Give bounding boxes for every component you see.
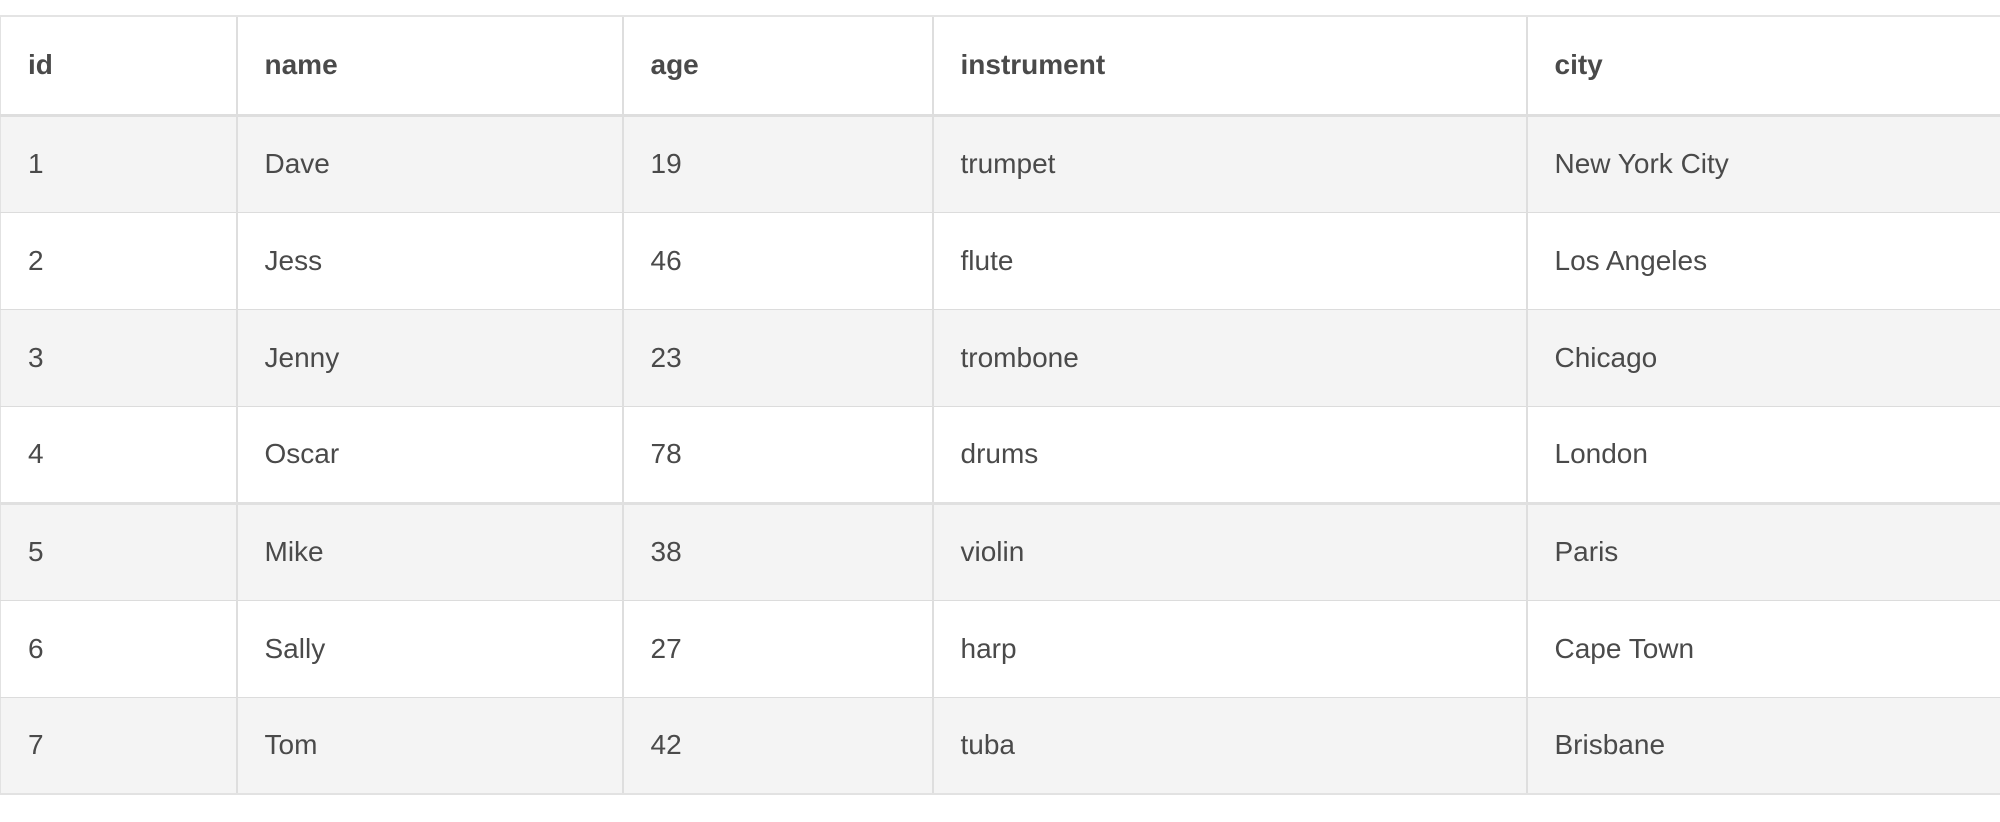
cell-instrument: tuba: [931, 696, 1527, 795]
data-table-container: id name age instrument city 1 Dave 19 tr…: [0, 15, 2000, 795]
table-header: id name age instrument city: [0, 15, 2000, 117]
cell-name: Jess: [235, 211, 623, 310]
cell-instrument: trumpet: [931, 114, 1527, 213]
cell-age: 38: [621, 502, 933, 601]
table-row[interactable]: 5 Mike 38 violin Paris: [0, 502, 2000, 601]
cell-age: 46: [621, 211, 933, 310]
cell-name: Dave: [235, 114, 623, 213]
cell-id: 7: [0, 696, 237, 795]
table-row[interactable]: 6 Sally 27 harp Cape Town: [0, 599, 2000, 698]
cell-name: Sally: [235, 599, 623, 698]
cell-id: 5: [0, 502, 237, 601]
column-header-name[interactable]: name: [235, 15, 623, 117]
header-row: id name age instrument city: [0, 15, 2000, 117]
cell-id: 3: [0, 308, 237, 407]
cell-city: London: [1525, 405, 2000, 505]
cell-city: New York City: [1525, 114, 2000, 213]
table-row[interactable]: 4 Oscar 78 drums London: [0, 405, 2000, 505]
cell-age: 78: [621, 405, 933, 505]
cell-id: 1: [0, 114, 237, 213]
table-row[interactable]: 1 Dave 19 trumpet New York City: [0, 114, 2000, 213]
cell-name: Mike: [235, 502, 623, 601]
cell-instrument: trombone: [931, 308, 1527, 407]
cell-id: 4: [0, 405, 237, 505]
cell-city: Cape Town: [1525, 599, 2000, 698]
cell-instrument: violin: [931, 502, 1527, 601]
cell-city: Chicago: [1525, 308, 2000, 407]
cell-instrument: flute: [931, 211, 1527, 310]
table-row[interactable]: 7 Tom 42 tuba Brisbane: [0, 696, 2000, 795]
cell-instrument: harp: [931, 599, 1527, 698]
column-header-age[interactable]: age: [621, 15, 933, 117]
cell-city: Los Angeles: [1525, 211, 2000, 310]
cell-name: Tom: [235, 696, 623, 795]
cell-age: 27: [621, 599, 933, 698]
cell-age: 19: [621, 114, 933, 213]
table-row[interactable]: 3 Jenny 23 trombone Chicago: [0, 308, 2000, 407]
cell-name: Oscar: [235, 405, 623, 505]
cell-city: Brisbane: [1525, 696, 2000, 795]
cell-name: Jenny: [235, 308, 623, 407]
cell-id: 6: [0, 599, 237, 698]
column-header-id[interactable]: id: [0, 15, 237, 117]
cell-age: 23: [621, 308, 933, 407]
table-body: 1 Dave 19 trumpet New York City 2 Jess 4…: [0, 114, 2000, 795]
cell-age: 42: [621, 696, 933, 795]
cell-instrument: drums: [931, 405, 1527, 505]
column-header-instrument[interactable]: instrument: [931, 15, 1527, 117]
column-header-city[interactable]: city: [1525, 15, 2000, 117]
data-table: id name age instrument city 1 Dave 19 tr…: [0, 15, 2000, 795]
table-row[interactable]: 2 Jess 46 flute Los Angeles: [0, 211, 2000, 310]
cell-id: 2: [0, 211, 237, 310]
cell-city: Paris: [1525, 502, 2000, 601]
